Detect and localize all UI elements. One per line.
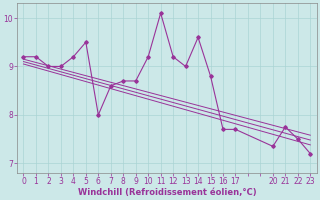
X-axis label: Windchill (Refroidissement éolien,°C): Windchill (Refroidissement éolien,°C) — [77, 188, 256, 197]
